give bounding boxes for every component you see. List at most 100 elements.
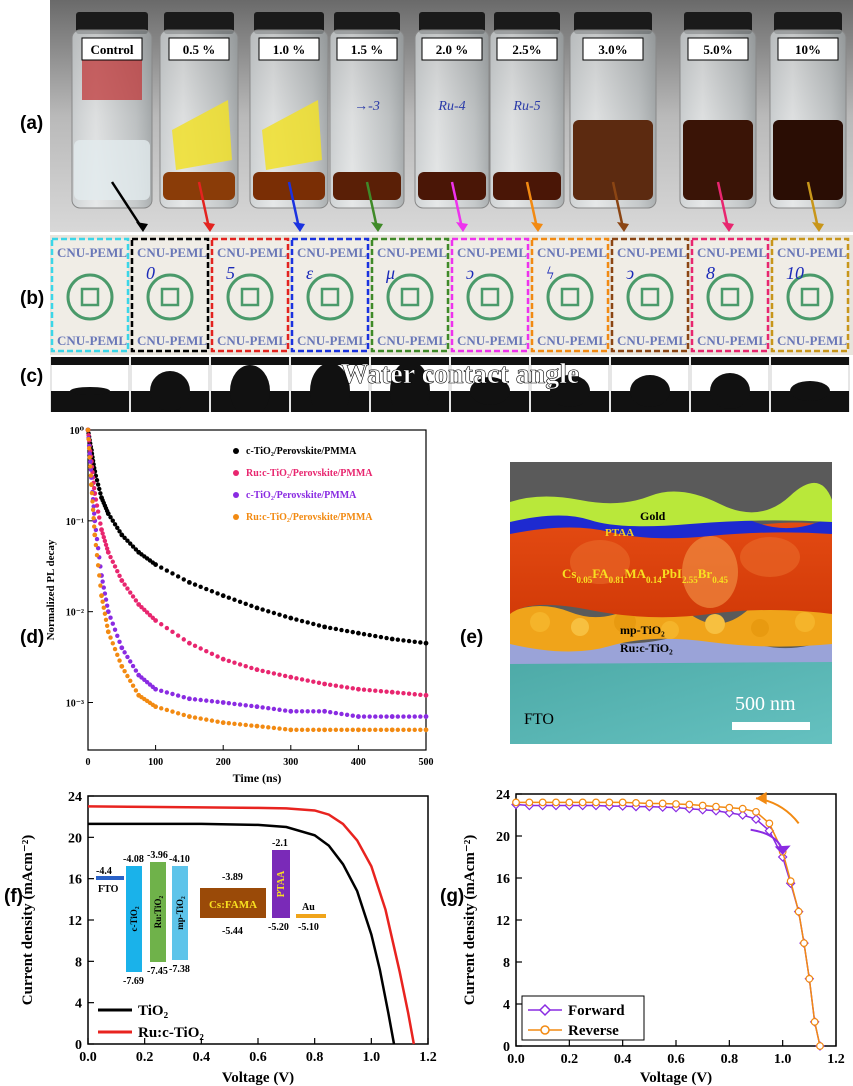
pl-point: [254, 704, 260, 710]
g-marker-circle: [592, 798, 600, 807]
pl-point: [282, 708, 288, 713]
ptaa-top: -2.1: [272, 838, 288, 849]
pl-point: [311, 727, 316, 733]
pl-point: [125, 586, 130, 591]
pl-point: [232, 660, 237, 665]
pl-point: [88, 459, 93, 464]
substrate-text-top: CNU-PEML: [297, 245, 367, 260]
pl-point: [104, 623, 110, 628]
substrate-text-top: CNU-PEML: [217, 245, 287, 260]
fto-name: FTO: [98, 884, 119, 895]
pl-point: [102, 591, 108, 596]
pl-point: [356, 686, 361, 692]
droplet: [230, 365, 270, 412]
pl-point: [133, 547, 139, 552]
needle-shadow: [51, 357, 129, 365]
substrate-text-bottom: CNU-PEML: [537, 333, 607, 348]
substrate-shadow: [771, 391, 849, 412]
mp-tio2-label: mp-TiO₂: [620, 623, 665, 637]
pl-point: [85, 427, 91, 433]
cs-fama-bottom: -5.44: [222, 926, 243, 937]
substrate-border: [50, 237, 130, 353]
substrate-text-top: CNU-PEML: [777, 245, 847, 260]
pl-point: [125, 673, 130, 679]
pl-point: [119, 578, 125, 583]
jv-ytick-label: 16: [496, 872, 510, 887]
vial-arrow: [806, 181, 824, 232]
pl-point: [322, 727, 327, 733]
substrate-text-top: CNU-PEML: [457, 245, 527, 260]
ru-tio2-bar-bottom: -7.45: [147, 966, 168, 977]
pl-point: [112, 522, 118, 527]
jv-xtick-label: 1.2: [419, 1050, 437, 1065]
pl-point: [192, 643, 198, 649]
pl-point: [91, 485, 97, 491]
substrate-logo-inner: [720, 287, 740, 307]
pl-legend-marker: [233, 448, 239, 454]
pl-point: [418, 714, 423, 719]
vial-label-box: [168, 37, 230, 61]
pl-point: [117, 573, 122, 579]
jv-xtick-label: 1.0: [774, 1052, 792, 1067]
g-marker-circle: [698, 801, 707, 810]
substrate-handmark: μ: [385, 263, 395, 283]
vial-label: 10%: [795, 42, 821, 57]
jv-line: [88, 822, 396, 1045]
substrate-border: [450, 237, 530, 353]
pl-point: [95, 563, 101, 568]
pl-point: [350, 713, 355, 718]
vial-solution: [773, 120, 843, 200]
pl-point: [192, 715, 198, 720]
arrow-shaft: [450, 181, 464, 229]
ru-ctio2-label: Ru:c-TiO₂: [620, 641, 673, 655]
pl-point: [316, 680, 322, 686]
contact-angle-cell: [690, 357, 770, 412]
pl-point: [91, 504, 96, 509]
pl-point: [187, 580, 192, 585]
substrate-logo-inner: [480, 287, 500, 307]
substrate-logo-inner: [240, 287, 260, 307]
pl-point: [356, 714, 361, 719]
g-marker-circle: [765, 819, 774, 828]
pl-point: [115, 568, 120, 574]
pl-point: [384, 727, 389, 733]
droplet: [790, 381, 830, 401]
pl-point: [305, 727, 310, 733]
substrate-logo: [226, 273, 274, 321]
g-marker-circle: [658, 799, 667, 808]
pl-point: [406, 714, 412, 719]
au-level: [296, 914, 326, 918]
vial-arrow: [611, 181, 629, 232]
pl-point: [373, 714, 378, 719]
vial-label-box: [421, 37, 483, 61]
g-legend-label: Reverse: [568, 1023, 619, 1039]
pl-point: [389, 714, 395, 719]
vial-cap: [574, 12, 652, 34]
jv-xtick-label: 0.0: [79, 1050, 97, 1065]
vial: 0.5 %: [159, 12, 239, 209]
pl-point: [102, 538, 108, 544]
substrate-logo: [706, 273, 754, 321]
pl-point: [412, 714, 417, 719]
pl-point: [192, 697, 198, 702]
substrate-border: [770, 237, 850, 353]
pl-point: [119, 663, 125, 669]
pl-point: [249, 723, 254, 728]
pl-point: [418, 640, 423, 645]
pl-point: [122, 650, 127, 655]
panel-label-b: (b): [20, 288, 45, 309]
jv-xtick-label: 0.2: [561, 1052, 579, 1067]
jv-line: [87, 805, 416, 1045]
panel-label-g: (g): [440, 886, 465, 907]
contact-angle-cell: [610, 357, 690, 412]
gold-layer: [510, 482, 832, 527]
pl-point: [384, 714, 389, 719]
pl-point: [328, 709, 333, 715]
pl-point: [99, 527, 104, 533]
pl-point: [133, 688, 139, 693]
g-marker-circle: [712, 802, 720, 811]
pl-point: [130, 544, 136, 549]
arrow-head: [617, 222, 629, 232]
pl-point: [209, 718, 215, 723]
ptaa-bottom: -5.20: [268, 922, 289, 933]
